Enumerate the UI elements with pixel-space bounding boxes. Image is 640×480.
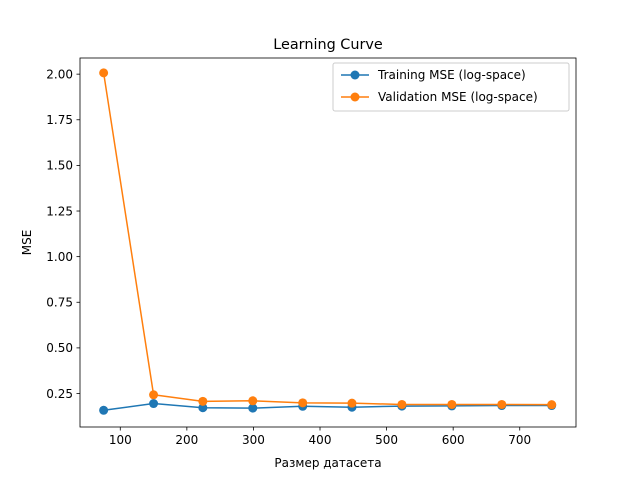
legend-marker-validation — [350, 92, 360, 102]
x-tick-label: 500 — [375, 433, 398, 447]
y-tick-label: 2.00 — [46, 67, 73, 81]
legend: Training MSE (log-space) Validation MSE … — [332, 62, 570, 112]
data-point-training — [149, 399, 159, 409]
data-point-validation — [447, 399, 457, 409]
y-tick-label: 1.75 — [46, 113, 73, 127]
x-tick-label: 300 — [242, 433, 265, 447]
x-tick-label: 700 — [508, 433, 531, 447]
y-tick-label: 1.25 — [46, 204, 73, 218]
plot-area — [80, 58, 576, 427]
data-point-validation — [149, 390, 159, 400]
y-tick-label: 1.50 — [46, 159, 73, 173]
x-axis-label: Размер датасета — [274, 456, 381, 470]
data-point-validation — [397, 399, 407, 409]
x-tick-label: 100 — [109, 433, 132, 447]
legend-box — [332, 62, 570, 112]
data-point-training — [198, 403, 208, 413]
y-axis-ticks: 0.25 0.50 0.75 1.00 1.25 1.50 1.75 2.00 — [46, 67, 80, 401]
x-tick-label: 600 — [442, 433, 465, 447]
legend-marker-training — [350, 70, 360, 80]
data-point-validation — [248, 396, 258, 406]
data-point-validation — [99, 68, 109, 78]
series-line-training — [102, 402, 553, 412]
y-tick-label: 1.00 — [46, 250, 73, 264]
y-tick-label: 0.75 — [46, 296, 73, 310]
legend-label-training: Training MSE (log-space) — [377, 68, 526, 82]
data-point-validation — [547, 400, 557, 410]
data-point-training — [99, 405, 109, 415]
series-layer — [99, 68, 557, 415]
y-tick-label: 0.25 — [46, 387, 73, 401]
data-point-validation — [497, 399, 507, 409]
chart-title: Learning Curve — [273, 37, 383, 53]
x-tick-label: 400 — [309, 433, 332, 447]
series-line-validation — [102, 72, 553, 406]
plot-frame — [79, 57, 577, 428]
data-point-training — [248, 403, 258, 413]
legend-label-validation: Validation MSE (log-space) — [378, 90, 538, 104]
y-axis-label: MSE — [20, 230, 34, 256]
data-point-validation — [347, 398, 357, 408]
data-point-validation — [198, 396, 208, 406]
y-tick-label: 0.50 — [46, 341, 73, 355]
x-tick-label: 200 — [175, 433, 198, 447]
x-axis-ticks: 100 200 300 400 500 600 700 — [109, 427, 531, 447]
data-point-validation — [298, 398, 308, 408]
